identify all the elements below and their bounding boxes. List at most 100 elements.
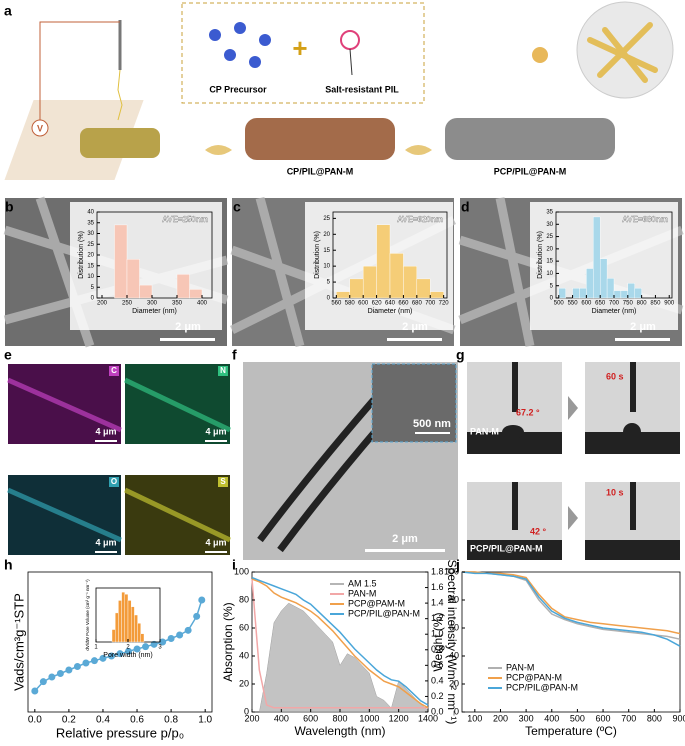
bar bbox=[430, 291, 444, 299]
y-tick-label: 10 bbox=[323, 264, 330, 270]
scale-label: 2 μm bbox=[630, 321, 656, 333]
time-label: 10 s bbox=[606, 487, 624, 497]
x-tick-label: 400 bbox=[544, 714, 559, 724]
point bbox=[167, 635, 175, 642]
bar bbox=[558, 287, 566, 299]
y-tick-label: 10 bbox=[546, 271, 553, 277]
panel-label: f bbox=[232, 347, 237, 363]
y2-tick-label: 0.0 bbox=[431, 706, 444, 716]
x-tick-label: 600 bbox=[581, 300, 592, 306]
y-tick-label: 0 bbox=[244, 706, 249, 716]
angle-label: 42 ° bbox=[530, 526, 547, 536]
bar bbox=[114, 224, 128, 299]
y-tick-label: 25 bbox=[546, 234, 553, 240]
y2-tick-label: 1.6 bbox=[431, 582, 444, 592]
bar bbox=[613, 290, 622, 299]
x-tick-label: 750 bbox=[623, 300, 634, 306]
x-tick-label: 850 bbox=[650, 300, 661, 306]
panel-label: i bbox=[232, 557, 236, 573]
point bbox=[56, 670, 64, 677]
y-tick-label: 20 bbox=[546, 246, 553, 252]
x-tick-label: 2 bbox=[126, 644, 130, 650]
x-tick-label: 1200 bbox=[389, 714, 409, 724]
y-tick-label: 25 bbox=[87, 242, 94, 248]
x-axis-label: Diameter (nm) bbox=[368, 308, 413, 315]
x-tick-label: 650 bbox=[595, 300, 606, 306]
point bbox=[31, 687, 39, 695]
point bbox=[82, 659, 90, 667]
x-tick-label: 800 bbox=[647, 714, 662, 724]
x-axis-label: Wavelength (nm) bbox=[295, 724, 386, 738]
caption: CP Precursor bbox=[209, 84, 267, 94]
bar bbox=[416, 278, 431, 299]
y-tick-label: 20 bbox=[323, 232, 330, 238]
bar bbox=[127, 600, 132, 643]
scale-label: 2 μm bbox=[392, 533, 418, 545]
x-tick-label: 200 bbox=[493, 714, 508, 724]
mat-brown bbox=[245, 118, 395, 160]
x-tick-label: 200 bbox=[97, 300, 108, 306]
legend-label: PCP@PAM-M bbox=[348, 598, 405, 608]
line bbox=[461, 571, 681, 647]
y-axis-label: Weight (%) bbox=[431, 612, 445, 671]
panel-label: e bbox=[4, 347, 12, 363]
x-tick-label: 300 bbox=[147, 300, 158, 306]
y2-tick-label: 0.4 bbox=[431, 675, 444, 685]
y-tick-label: 10 bbox=[87, 274, 94, 280]
y-tick-label: 60 bbox=[449, 622, 459, 632]
scale-label: 4 μm bbox=[205, 537, 226, 547]
y-tick-label: 20 bbox=[239, 678, 249, 688]
bar bbox=[111, 629, 116, 643]
bar bbox=[599, 258, 608, 299]
y-tick-label: 30 bbox=[546, 222, 553, 228]
x-tick-label: 640 bbox=[385, 300, 396, 306]
tem-image bbox=[243, 362, 458, 560]
bar bbox=[140, 633, 145, 643]
x-axis-label: Pore width (nm) bbox=[103, 652, 152, 659]
x-tick-label: 700 bbox=[425, 300, 436, 306]
x-axis-label: Relative pressure p/p₀ bbox=[56, 725, 184, 740]
y-tick-label: 35 bbox=[546, 210, 553, 216]
y-tick-label: 30 bbox=[87, 231, 94, 237]
line bbox=[251, 578, 429, 709]
panel-label: b bbox=[5, 199, 14, 215]
y-axis-label: Distribution (%) bbox=[78, 231, 85, 279]
x-tick-label: 1.0 bbox=[198, 715, 212, 726]
bar bbox=[118, 600, 122, 643]
bar bbox=[606, 278, 615, 299]
y-axis-label: Distribution (%) bbox=[537, 231, 544, 279]
bar bbox=[620, 290, 629, 299]
annotation: AVE=620nm bbox=[397, 215, 443, 224]
element: C bbox=[111, 366, 117, 375]
y2-tick-label: 1.0 bbox=[431, 629, 444, 639]
x-tick-label: 700 bbox=[609, 300, 620, 306]
collector bbox=[80, 128, 160, 158]
point bbox=[193, 612, 201, 620]
x-tick-label: 900 bbox=[664, 300, 675, 306]
point bbox=[176, 631, 184, 639]
y-tick-label: 5 bbox=[327, 280, 331, 286]
x-tick-label: 3 bbox=[158, 644, 162, 650]
point bbox=[107, 652, 115, 660]
x-tick-label: 600 bbox=[596, 714, 611, 724]
line bbox=[251, 576, 429, 706]
bar bbox=[124, 594, 129, 643]
bar bbox=[139, 284, 153, 299]
precursor-box bbox=[181, 2, 425, 104]
point bbox=[150, 640, 158, 648]
point bbox=[65, 666, 73, 674]
caption: Salt-resistant PIL bbox=[325, 84, 399, 94]
y2-tick-label: 1.8 bbox=[431, 566, 444, 576]
x-tick-label: 250 bbox=[122, 300, 133, 306]
panel-label: h bbox=[4, 557, 13, 573]
panel-a-art: + bbox=[4, 1, 674, 180]
x-tick-label: 0.8 bbox=[164, 715, 178, 726]
caption: V bbox=[37, 123, 43, 133]
contact-angle-images bbox=[467, 362, 680, 560]
point bbox=[99, 654, 107, 662]
element: N bbox=[220, 366, 226, 375]
annotation: AVE=680nm bbox=[622, 215, 668, 224]
scale-label: 2 μm bbox=[402, 321, 428, 333]
y-tick-label: 60 bbox=[239, 622, 249, 632]
x-axis-label: Diameter (nm) bbox=[132, 308, 177, 315]
